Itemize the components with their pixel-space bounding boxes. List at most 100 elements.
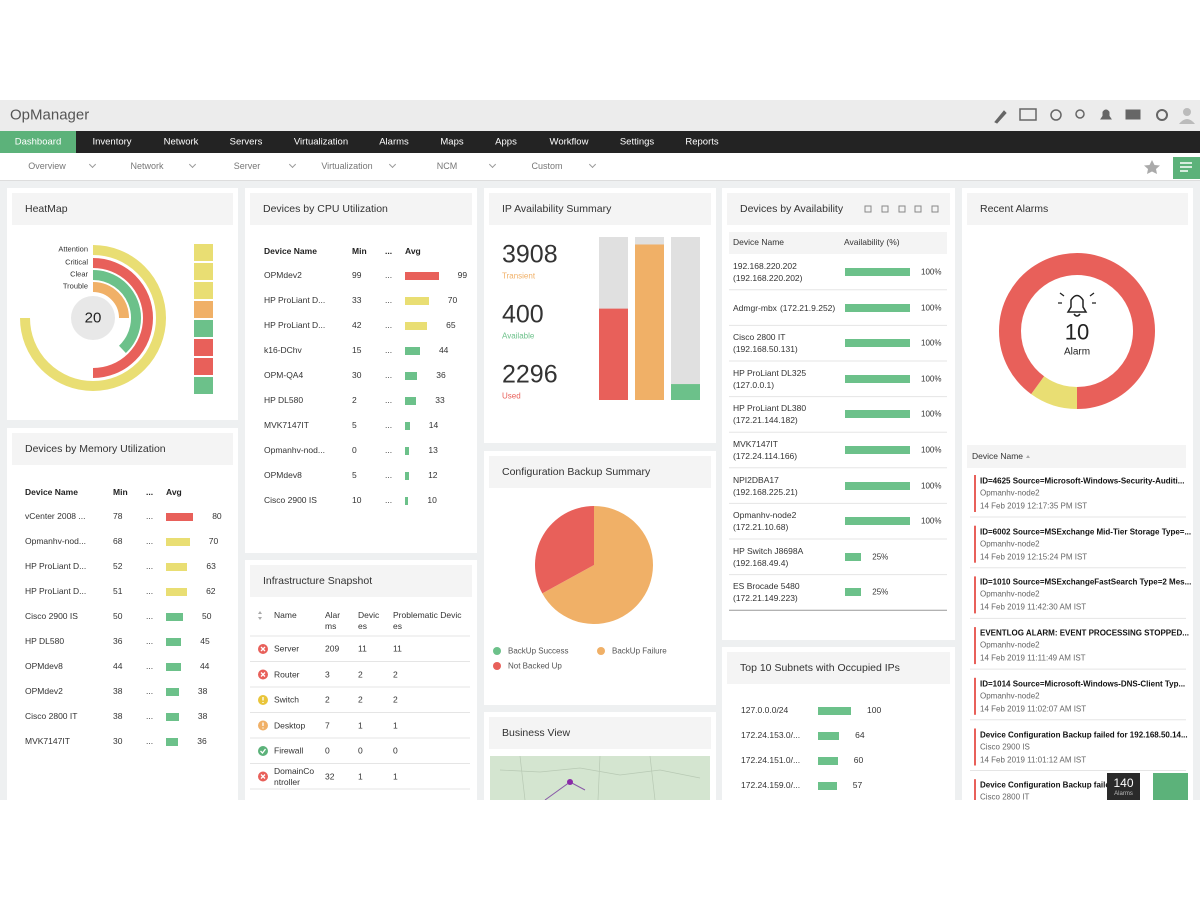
nav-tab[interactable]: Reports [685,136,719,148]
icon-settings[interactable] [1156,109,1168,121]
subnet-name: 127.0.0.0/24 [741,705,789,716]
ip-count: 2296 [502,360,558,389]
ip-count-label: Transient [502,271,536,281]
avg-bar [405,297,429,305]
donut-segment [999,253,1155,409]
favorite-star[interactable] [1144,160,1160,174]
graphics-group [599,237,700,400]
subnav-tab[interactable]: NCM [436,161,458,171]
count-cell: 1 [393,720,398,730]
device-name: HP ProLiant DL380 [733,403,807,414]
nav-tab[interactable]: Maps [440,136,464,148]
severity-marker [974,475,976,512]
device-ip: (172.21.149.223) [733,593,798,604]
subnav-tab[interactable]: Virtualization [321,161,373,171]
nav-tab[interactable]: Virtualization [293,136,349,148]
avg-bar [166,538,190,546]
widget-title: Devices by Availability [727,193,950,225]
subnav-tab[interactable]: Network [130,161,164,171]
add-widget-button[interactable] [1173,157,1200,179]
subnet-value: 100 [867,705,882,716]
status-glyph [260,774,266,779]
nav-tab[interactable]: Inventory [92,136,132,148]
widget-title: Recent Alarms [967,193,1188,225]
alarm-time: 14 Feb 2019 11:42:30 AM IST [980,602,1087,612]
widget: Devices by Availability Device Name Availa… [722,188,955,640]
ip-count-label: Available [502,331,535,341]
count-cell: 11 [393,643,402,654]
availability-label: 100% [921,303,942,312]
nav-tab[interactable]: Network [163,136,199,148]
min-value: 30 [113,736,123,747]
more: ... [385,470,393,481]
alarm-source: Opmanhv-node2 [980,691,1040,701]
widget-action-icon[interactable] [931,205,939,213]
widget-action-icon[interactable] [914,205,922,213]
widget-action-icon[interactable] [881,205,889,213]
nav-tab[interactable]: Alarms [379,136,409,148]
avg-value: 14 [428,420,439,431]
device-name: ES Brocade 5480 [733,581,800,592]
column-header: Alarms [325,610,341,631]
device-cell: NPI2DBA17 (192.168.225.21) [733,474,845,498]
device-name: HP DL580 [25,636,65,647]
subnav-tab[interactable]: Server [233,161,261,171]
availability-label: 100% [921,267,942,277]
nav-tab[interactable]: Settings [619,136,655,148]
availability-bar [845,446,910,454]
heat-legend-label: Attention [58,244,88,254]
device-name: HP ProLiant D... [264,295,326,306]
status-glyph [260,672,266,677]
alarm-count: 140 [1113,776,1134,790]
widget-title: Business View [489,717,711,749]
widget-graphics [599,237,700,400]
more: ... [146,711,154,722]
min-value: 36 [113,636,123,647]
chat-button[interactable] [1153,773,1188,800]
availability-bar [845,588,862,597]
alarm-source: Cisco 2800 IT [980,792,1030,800]
column-header: Avg [405,246,421,257]
nav-tab[interactable]: Apps [495,136,517,148]
min-value: 30 [352,370,362,381]
column-header: Name [274,610,297,620]
device-ip: (172.21.10.68) [733,522,789,533]
alarm-source: Opmanhv-node2 [980,640,1040,650]
icon-support[interactable] [1050,109,1062,121]
widget: Business View [484,712,716,800]
subnav-tab[interactable]: Custom [531,161,563,171]
availability-bar [845,517,910,526]
avg-value: 80 [212,511,222,522]
nav-tab[interactable]: Workflow [549,136,589,148]
column-header: Device Name [733,237,785,248]
min-value: 5 [352,420,357,431]
column-header: Availability (%) [844,237,900,248]
device-name: 192.168.220.202 [733,261,797,271]
widget-title: Devices by CPU Utilization [250,193,472,225]
graphics-group [250,611,470,790]
ip-bar [635,244,664,400]
alarm-message: Device Configuration Backup failed for 1… [980,729,1188,739]
widget-action-icon[interactable] [864,205,872,213]
icon-user[interactable] [1183,108,1191,116]
icon-search[interactable] [1075,109,1085,119]
subnav-tab[interactable]: Overview [28,161,66,171]
icon-rocket[interactable] [994,110,1007,124]
nav-tab[interactable]: Servers [229,136,263,148]
icon-bell[interactable] [1100,109,1112,120]
device-ip: (172.21.9.252) [779,302,836,313]
count-cell: 2 [393,669,398,679]
more: ... [146,561,154,572]
more: ... [385,420,393,431]
avg-bar [166,688,179,696]
avg-value: 99 [457,270,468,281]
icon-device[interactable] [1125,109,1141,120]
widget-action-icon[interactable] [898,205,906,213]
heat-ring [92,258,153,378]
device-name: Cisco 2800 IT [25,711,78,722]
icon-screen[interactable] [1019,108,1037,121]
widget: Configuration Backup Summary BackUp Succe… [484,451,716,705]
alarm-count-badge[interactable]: 140 Alarms [1107,773,1140,800]
nav-tab[interactable]: Dashboard [14,136,62,148]
avg-bar [405,372,418,380]
